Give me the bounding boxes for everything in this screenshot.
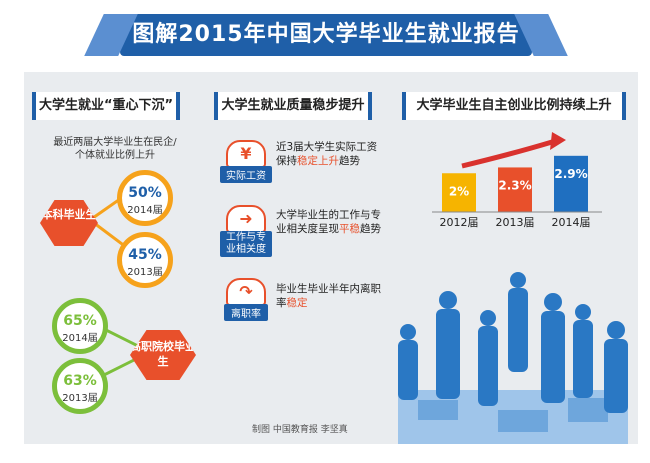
x-tick-label: 2013届 bbox=[495, 216, 535, 229]
turnover-label: 离职率 bbox=[224, 304, 268, 321]
ring-undergrad-2014: 50% 2014届 bbox=[117, 170, 173, 226]
bar-value-label: 2% bbox=[449, 184, 469, 198]
ring-vocational-2013: 63% 2013届 bbox=[52, 358, 108, 414]
section-heading-left: 大学生就业“重心下沉” bbox=[32, 92, 180, 120]
title-banner bbox=[84, 14, 568, 56]
page-title: 图解2015年中国大学毕业生就业报告 bbox=[132, 22, 520, 47]
ring-undergrad-2013: 45% 2013届 bbox=[117, 232, 173, 288]
wage-label: 实际工资 bbox=[220, 166, 272, 183]
credit-line: 制图 中国教育报 李坚真 bbox=[252, 425, 348, 435]
ring-vocational-2014: 65% 2014届 bbox=[52, 298, 108, 354]
bar-value-label: 2.3% bbox=[498, 178, 531, 192]
section-heading-right: 大学毕业生自主创业比例持续上升 bbox=[402, 92, 626, 120]
left-note: 最近两届大学毕业生在民企/个体就业比例上升 bbox=[53, 137, 177, 161]
wage-desc: 近3届大学生实际工资保持稳定上升趋势 bbox=[276, 141, 378, 167]
bar-2013届 bbox=[498, 167, 532, 212]
bar-2014届 bbox=[554, 155, 588, 212]
exit-icon: ↷ bbox=[226, 278, 266, 306]
bar-value-label: 2.9% bbox=[554, 167, 587, 181]
bar-2012届 bbox=[442, 173, 476, 212]
turnover-desc: 毕业生毕业半年内离职率稳定 bbox=[276, 283, 381, 309]
trend-arrow-line bbox=[461, 139, 553, 169]
relevance-label: 工作与专业相关度 bbox=[220, 231, 272, 257]
entrepreneurship-chart: 2% 2.3% 2.9% bbox=[432, 132, 602, 213]
x-tick-label: 2014届 bbox=[551, 216, 591, 229]
x-tick-label: 2012届 bbox=[439, 216, 479, 229]
arrow-right-icon: ➜ bbox=[226, 205, 266, 233]
business-people-illustration bbox=[398, 272, 628, 444]
relevance-desc: 大学毕业生的工作与专业相关度呈现平稳趋势 bbox=[276, 209, 381, 235]
undergrad-badge: 本科毕业生 bbox=[40, 200, 98, 246]
chart-axis-labels: 2012届 2013届 2014届 bbox=[402, 214, 618, 234]
section-heading-middle: 大学生就业质量稳步提升 bbox=[214, 92, 372, 120]
vocational-badge: 高职院校毕业生 bbox=[130, 330, 196, 380]
yen-icon: ¥ bbox=[226, 140, 266, 168]
trend-arrow-head bbox=[550, 132, 566, 150]
